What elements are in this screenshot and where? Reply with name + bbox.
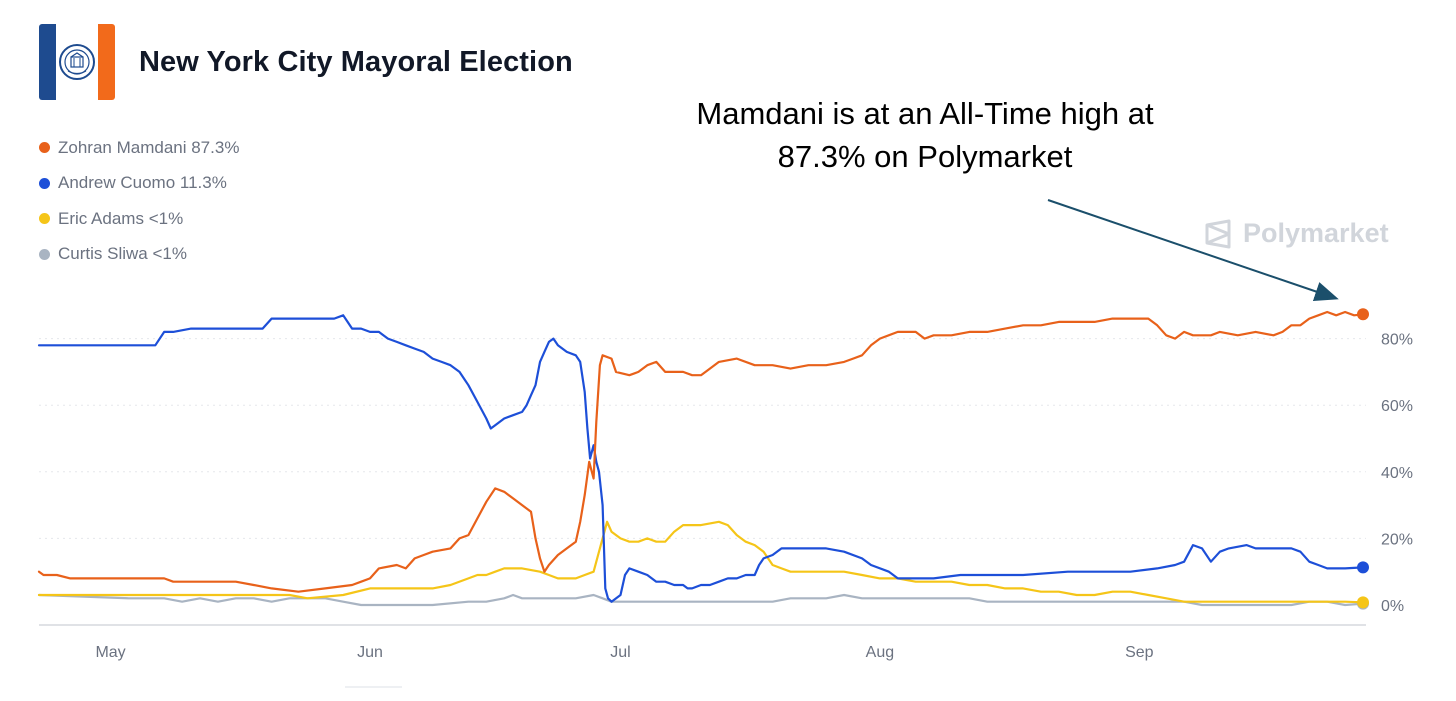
legend-item-cuomo[interactable]: Andrew Cuomo 11.3%	[39, 166, 239, 202]
chart-title: New York City Mayoral Election	[139, 45, 573, 78]
y-axis-ticks: 0% 20% 40% 60% 80%	[1381, 332, 1413, 615]
polymarket-watermark: Polymarket	[1203, 218, 1389, 249]
endpoint-dot-eric-adams[interactable]	[1357, 596, 1369, 609]
annotation-arrow	[1047, 199, 1339, 302]
legend-label: Andrew Cuomo 11.3%	[58, 173, 227, 193]
legend-dot-icon	[39, 142, 50, 154]
x-tick-label: May	[95, 644, 125, 661]
watermark-text: Polymarket	[1243, 218, 1389, 248]
legend-item-adams[interactable]: Eric Adams <1%	[39, 201, 239, 237]
series-line-zohran-mamdani[interactable]	[37, 310, 1365, 593]
endpoint-dot-zohran-mamdani[interactable]	[1357, 308, 1369, 321]
chart-legend: Zohran Mamdani 87.3% Andrew Cuomo 11.3% …	[39, 130, 239, 272]
nyc-seal-icon	[59, 44, 95, 80]
legend-dot-icon	[39, 213, 50, 225]
legend-label: Eric Adams <1%	[58, 208, 184, 228]
y-tick-label: 40%	[1381, 465, 1413, 482]
x-tick-label: Sep	[1125, 644, 1154, 661]
x-tick-label: Aug	[866, 644, 894, 661]
polymarket-logo-icon	[1205, 219, 1231, 248]
series-line-andrew-cuomo[interactable]	[37, 314, 1365, 603]
annotation-line-2: 87.3% on Polymarket	[777, 139, 1073, 174]
legend-label: Curtis Sliwa <1%	[58, 244, 187, 264]
series-endpoints	[1357, 308, 1369, 610]
nyc-flag-icon	[39, 24, 115, 100]
x-axis-ticks: May Jun Jul Aug Sep	[95, 644, 1153, 661]
y-tick-label: 80%	[1381, 332, 1413, 349]
x-tick-label: Jun	[357, 644, 383, 661]
chart-header: New York City Mayoral Election	[39, 24, 573, 100]
y-tick-label: 20%	[1381, 531, 1413, 548]
legend-item-sliwa[interactable]: Curtis Sliwa <1%	[39, 237, 239, 273]
x-tick-label: Jul	[610, 644, 630, 661]
endpoint-dot-andrew-cuomo[interactable]	[1357, 561, 1369, 574]
y-tick-label: 0%	[1381, 598, 1404, 615]
legend-dot-icon	[39, 248, 50, 260]
annotation-line-1: Mamdani is at an All-Time high at	[696, 96, 1154, 131]
y-tick-label: 60%	[1381, 398, 1413, 415]
grid-lines	[39, 338, 1366, 539]
series-line-eric-adams[interactable]	[37, 520, 1365, 604]
series-lines	[37, 310, 1365, 607]
legend-dot-icon	[39, 177, 50, 189]
legend-item-mamdani[interactable]: Zohran Mamdani 87.3%	[39, 130, 239, 166]
annotation-text: Mamdani is at an All-Time high at 87.3% …	[640, 92, 1210, 178]
legend-label: Zohran Mamdani 87.3%	[58, 137, 240, 157]
series-line-curtis-sliwa[interactable]	[37, 593, 1365, 607]
